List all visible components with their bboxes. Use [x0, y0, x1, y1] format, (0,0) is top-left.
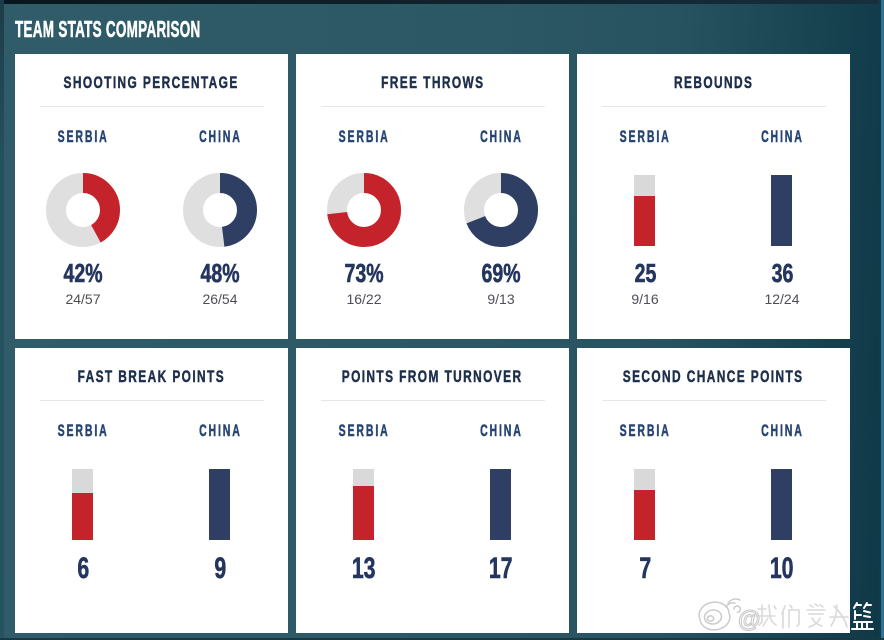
svg-text:@: @ [738, 606, 760, 632]
